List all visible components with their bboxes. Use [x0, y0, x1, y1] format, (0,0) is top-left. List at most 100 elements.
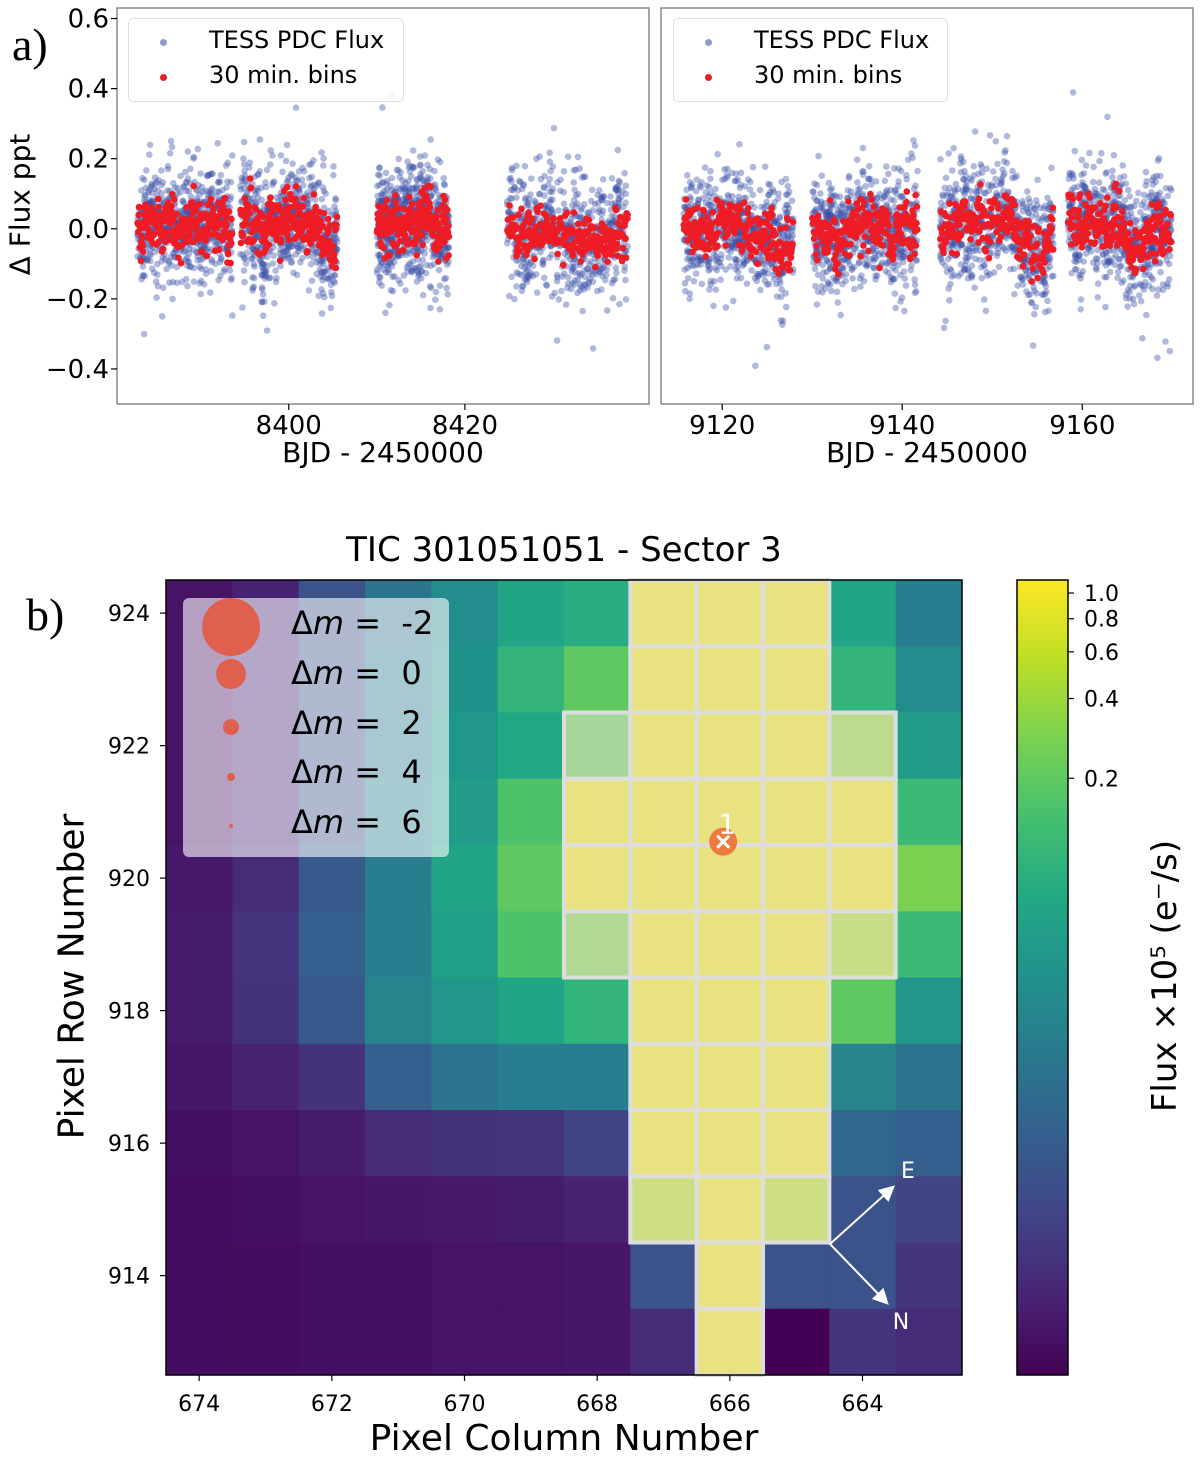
flux-point: [707, 167, 714, 175]
flux-point: [207, 267, 215, 275]
flux-point: [376, 172, 384, 179]
flux-point: [241, 175, 248, 182]
flux-point: [165, 259, 173, 267]
flux-point: [246, 195, 253, 202]
flux-point: [434, 156, 442, 163]
flux-point: [305, 287, 313, 294]
flux-point: [258, 298, 266, 306]
flux-point: [254, 171, 262, 178]
flux-point: [271, 300, 278, 307]
flux-point: [881, 177, 889, 185]
flux-point: [441, 181, 449, 189]
flux-point: [249, 287, 256, 294]
flux-point: [1048, 164, 1055, 172]
binned-point: [330, 250, 338, 258]
flux-point: [253, 184, 261, 192]
binned-point: [284, 183, 291, 191]
flux-point: [520, 181, 527, 188]
flux-point: [406, 246, 414, 253]
binned-point: [563, 209, 571, 217]
flux-point: [898, 294, 906, 302]
flux-point: [202, 187, 210, 195]
flux-point: [585, 280, 592, 287]
flux-point: [313, 182, 321, 190]
flux-point: [308, 160, 315, 168]
flux-point: [432, 199, 440, 206]
flux-point: [208, 185, 216, 192]
binned-point: [265, 241, 273, 248]
flux-point: [683, 172, 691, 179]
flux-point: [197, 277, 205, 285]
flux-point: [184, 282, 191, 290]
flux-point: [194, 257, 202, 264]
flux-point: [541, 172, 548, 180]
binned-point: [228, 215, 235, 223]
flux-point: [400, 185, 407, 192]
flux-point: [397, 280, 404, 288]
flux-point: [853, 156, 861, 163]
binned-point: [333, 213, 341, 221]
flux-point: [227, 276, 235, 284]
flux-point: [399, 177, 406, 184]
flux-point: [553, 277, 561, 285]
flux-point: [204, 172, 211, 179]
flux-point: [249, 195, 256, 203]
flux-point: [548, 251, 555, 258]
flux-point: [332, 207, 340, 215]
flux-point: [910, 185, 918, 193]
flux-point: [622, 199, 629, 207]
flux-point: [418, 268, 425, 276]
binned-point: [142, 201, 149, 208]
flux-point: [614, 146, 622, 154]
flux-point: [895, 261, 902, 269]
flux-point: [427, 304, 434, 312]
flux-point: [171, 249, 178, 257]
flux-point: [712, 257, 719, 264]
binned-point: [282, 196, 289, 204]
flux-point: [898, 254, 905, 262]
binned-point: [299, 203, 307, 210]
binned-point: [155, 203, 163, 211]
flux-point: [761, 277, 769, 284]
flux-point: [254, 232, 262, 240]
flux-point: [284, 241, 292, 249]
flux-point: [613, 184, 620, 192]
flux-point: [818, 172, 826, 179]
flux-point: [388, 263, 396, 270]
flux-point: [147, 198, 154, 206]
binned-point: [159, 245, 167, 253]
flux-point: [415, 263, 423, 271]
binned-point: [332, 264, 340, 272]
flux-point: [224, 159, 232, 167]
binned-point: [577, 258, 585, 265]
flux-point: [269, 152, 276, 159]
flux-point: [378, 282, 386, 289]
binned-point: [506, 202, 513, 209]
flux-point: [436, 252, 444, 260]
flux-point: [294, 177, 302, 185]
flux-point: [712, 264, 719, 272]
binned-point: [169, 190, 176, 198]
flux-point: [524, 267, 531, 274]
flux-point: [240, 138, 248, 146]
flux-point: [537, 175, 545, 183]
flux-point: [520, 259, 528, 267]
binned-point: [445, 252, 452, 259]
flux-point: [560, 168, 568, 175]
flux-point: [283, 141, 291, 149]
flux-point: [306, 205, 314, 212]
flux-point: [609, 294, 617, 302]
flux-point: [239, 304, 246, 311]
flux-point: [261, 298, 268, 305]
flux-point: [292, 251, 300, 258]
flux-point: [265, 274, 273, 282]
flux-point: [549, 185, 557, 193]
flux-point: [407, 250, 414, 257]
flux-point: [891, 165, 898, 172]
flux-point: [259, 312, 267, 320]
flux-point: [885, 170, 892, 178]
flux-point: [311, 181, 318, 189]
flux-point: [571, 186, 578, 194]
flux-point: [297, 242, 304, 249]
flux-point: [749, 163, 757, 171]
